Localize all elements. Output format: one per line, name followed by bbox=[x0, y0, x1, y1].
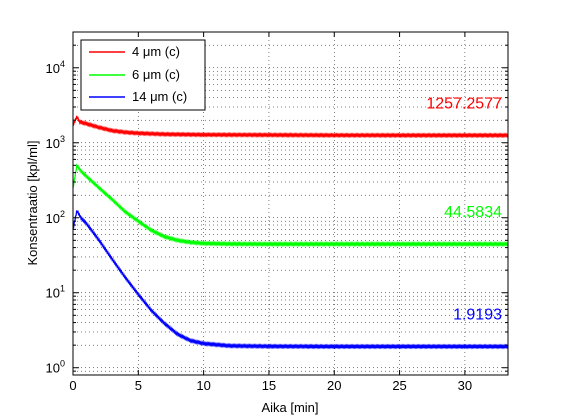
legend: 4 μm (c) 6 μm (c) 14 μm (c) bbox=[80, 39, 206, 111]
x-tick-label: 25 bbox=[392, 378, 406, 393]
lines-layer bbox=[72, 115, 509, 350]
series-end-label-2: 1.9193 bbox=[453, 306, 502, 323]
plot-frame bbox=[72, 31, 509, 376]
ticks-layer: 0 5 10 15 20 25 30 100 101 102 103 104 bbox=[46, 31, 508, 393]
y-axis-label: Konsentraatio [kpl/ml] bbox=[25, 140, 40, 265]
legend-label-14um: 14 μm (c) bbox=[132, 89, 187, 104]
y-tick-label: 103 bbox=[46, 134, 65, 151]
x-axis-label: Aika [min] bbox=[261, 400, 318, 415]
y-tick-label: 104 bbox=[46, 59, 65, 76]
series-line-1 bbox=[72, 163, 509, 247]
x-tick-label: 15 bbox=[262, 378, 276, 393]
x-tick-label: 5 bbox=[135, 378, 142, 393]
y-tick-label: 102 bbox=[46, 209, 65, 226]
legend-label-6um: 6 μm (c) bbox=[132, 67, 180, 82]
x-tick-label: 10 bbox=[196, 378, 210, 393]
x-tick-label: 20 bbox=[327, 378, 341, 393]
x-tick-label: 0 bbox=[69, 378, 76, 393]
x-tick-label: 30 bbox=[458, 378, 472, 393]
series-line-0 bbox=[72, 115, 509, 139]
series-end-label-1: 44.5834 bbox=[444, 204, 502, 221]
y-tick-label: 101 bbox=[46, 284, 65, 301]
series-line-2 bbox=[72, 210, 509, 350]
legend-label-4um: 4 μm (c) bbox=[132, 44, 180, 59]
end-labels-layer: 1257.2577 44.5834 1.9193 bbox=[426, 95, 502, 323]
y-tick-label: 100 bbox=[46, 359, 65, 376]
series-end-label-0: 1257.2577 bbox=[426, 95, 502, 112]
